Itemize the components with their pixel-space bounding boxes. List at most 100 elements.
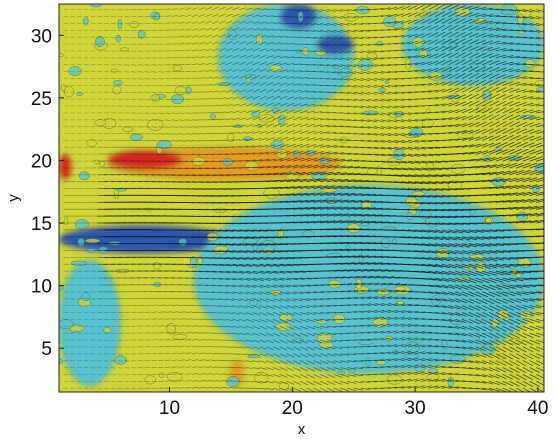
vector-arrow: [468, 66, 480, 72]
vector-arrow: [212, 312, 220, 314]
vector-arrow: [245, 318, 254, 323]
vector-arrow: [441, 45, 453, 52]
vector-arrow: [495, 48, 507, 52]
vector-arrow: [320, 71, 329, 73]
vector-arrow: [475, 236, 491, 240]
vector-arrow: [414, 160, 428, 164]
vector-arrow: [428, 53, 439, 59]
vector-arrow: [347, 22, 357, 26]
vector-arrow: [428, 39, 439, 45]
vector-arrow: [272, 380, 281, 384]
vector-arrow: [259, 298, 269, 302]
vector-arrow: [340, 112, 350, 114]
vector-arrow: [212, 270, 224, 273]
vector-arrow: [448, 52, 459, 59]
vector-arrow: [320, 137, 330, 141]
vector-arrow: [198, 146, 207, 149]
vector-arrow: [434, 18, 446, 24]
vector-arrow: [495, 35, 507, 38]
vector-arrow: [475, 7, 487, 11]
vector-arrow: [259, 21, 267, 24]
vector-arrow: [272, 374, 281, 378]
vector-arrow: [475, 374, 487, 378]
vector-arrow: [232, 277, 244, 281]
vector-arrow: [185, 153, 194, 156]
vector-arrow: [198, 250, 214, 253]
vector-arrow: [475, 128, 487, 134]
vector-arrow: [387, 323, 398, 327]
vector-arrow: [232, 270, 245, 274]
vector-arrow: [502, 332, 514, 339]
vector-arrow: [394, 372, 405, 375]
vector-arrow: [320, 213, 336, 217]
vector-arrow: [509, 346, 520, 353]
vector-arrow: [455, 130, 467, 134]
vector-arrow: [279, 257, 295, 260]
vector-arrow: [198, 14, 206, 17]
vector-arrow: [320, 171, 334, 176]
vector-arrow: [272, 318, 281, 323]
vector-arrow: [320, 105, 329, 107]
vector-arrow: [475, 360, 487, 365]
vector-arrow: [198, 35, 206, 38]
vector-arrow: [110, 367, 116, 369]
vector-arrow: [374, 64, 384, 67]
vector-arrow: [272, 367, 281, 371]
vector-arrow: [509, 135, 521, 141]
contour-region-strong-positive: [59, 153, 72, 180]
vector-arrow: [509, 69, 520, 72]
vector-arrow: [401, 133, 412, 137]
vector-arrow: [475, 353, 487, 358]
vector-arrow: [259, 55, 267, 59]
contour-speckle-blob: [254, 372, 269, 384]
vector-arrow: [434, 103, 446, 107]
vector-arrow: [333, 220, 349, 224]
vector-arrow: [374, 373, 384, 375]
vector-arrow: [245, 229, 262, 232]
vector-arrow: [151, 119, 158, 121]
vector-arrow: [529, 212, 544, 217]
vector-arrow: [245, 291, 256, 295]
vector-arrow: [495, 142, 508, 148]
vector-arrow: [461, 291, 475, 297]
vector-arrow: [509, 128, 521, 134]
vector-arrow: [171, 318, 179, 320]
vector-arrow: [272, 270, 286, 274]
vector-arrow: [198, 70, 206, 72]
vector-arrow: [326, 138, 337, 141]
vector-arrow: [414, 357, 425, 362]
vector-arrow: [198, 174, 210, 177]
vector-arrow: [434, 385, 446, 389]
vector-arrow: [448, 386, 460, 389]
vector-arrow: [441, 17, 453, 24]
vector-arrow: [482, 387, 493, 391]
vector-arrow: [502, 121, 514, 128]
vector-arrow: [266, 312, 275, 316]
vector-arrow: [340, 85, 350, 88]
vector-arrow: [468, 312, 480, 318]
vector-arrow: [266, 82, 274, 86]
vector-arrow: [394, 277, 408, 279]
vector-arrow: [522, 198, 538, 203]
vector-arrow: [259, 61, 267, 66]
vector-arrow: [164, 284, 174, 286]
vector-arrow: [522, 380, 534, 387]
vector-arrow: [333, 387, 343, 392]
vector-arrow: [171, 119, 179, 121]
vector-arrow: [326, 262, 342, 265]
vector-arrow: [279, 374, 288, 378]
vector-arrow: [252, 291, 263, 295]
vector-arrow: [212, 69, 219, 72]
contour-speckle-blob: [328, 279, 341, 289]
vector-arrow: [279, 69, 288, 72]
vector-arrow: [414, 195, 430, 198]
contour-speckle-blob: [93, 159, 100, 164]
vector-arrow: [232, 339, 240, 342]
vector-arrow: [516, 121, 527, 128]
vector-arrow: [320, 367, 329, 372]
vector-arrow: [326, 57, 336, 60]
vector-arrow: [347, 380, 357, 384]
vector-arrow: [239, 41, 247, 45]
vector-arrow: [448, 236, 464, 241]
